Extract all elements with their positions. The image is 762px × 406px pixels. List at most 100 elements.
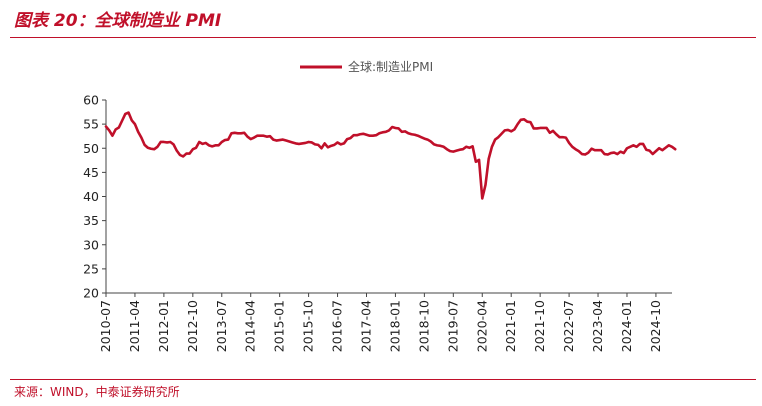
- data-point: [256, 134, 259, 137]
- data-point: [307, 141, 310, 143]
- data-point: [339, 143, 342, 146]
- data-point: [474, 160, 477, 163]
- data-point: [179, 154, 181, 156]
- data-point: [323, 142, 326, 145]
- data-point: [462, 148, 464, 151]
- data-point: [519, 118, 522, 121]
- data-point: [433, 143, 435, 146]
- data-point: [397, 127, 400, 130]
- data-point: [368, 134, 371, 137]
- data-point: [667, 144, 670, 147]
- data-point: [548, 131, 551, 134]
- data-point: [227, 138, 230, 141]
- data-point: [105, 125, 107, 128]
- data-point: [445, 148, 448, 151]
- data-point: [651, 153, 654, 155]
- data-point: [108, 129, 111, 132]
- data-point: [400, 130, 403, 133]
- data-point: [510, 130, 513, 133]
- data-point: [449, 150, 451, 153]
- data-point: [143, 143, 146, 146]
- data-point: [240, 132, 242, 135]
- data-point: [134, 123, 136, 126]
- data-point: [526, 120, 529, 123]
- data-point: [584, 153, 587, 156]
- data-point: [253, 136, 255, 139]
- data-point: [137, 130, 140, 133]
- data-point: [343, 142, 345, 145]
- data-point: [327, 146, 329, 149]
- data-point: [645, 148, 648, 151]
- data-point: [513, 128, 516, 131]
- data-point: [638, 143, 641, 145]
- data-point: [153, 148, 156, 151]
- y-tick-label: 45: [83, 165, 99, 180]
- data-point: [616, 153, 619, 155]
- data-point: [587, 151, 590, 154]
- data-point: [285, 139, 287, 142]
- data-point: [619, 150, 622, 153]
- data-point: [452, 150, 455, 153]
- data-point: [610, 152, 612, 154]
- data-point: [491, 145, 493, 148]
- data-point: [564, 136, 567, 139]
- data-point: [111, 134, 114, 137]
- data-point: [301, 142, 304, 145]
- data-point: [626, 147, 628, 150]
- data-point: [182, 155, 185, 158]
- data-point: [632, 144, 635, 147]
- data-point: [664, 146, 667, 149]
- data-point: [217, 144, 220, 147]
- data-point: [346, 138, 349, 140]
- legend-label-global-pmi: 全球:制造业PMI: [348, 59, 433, 74]
- y-axis-ticks: 20 25 30 35 40 45 50 55 60: [83, 93, 106, 301]
- data-point: [487, 157, 490, 160]
- data-point: [355, 134, 358, 137]
- data-point: [532, 127, 535, 130]
- data-point: [230, 132, 233, 135]
- data-point: [121, 119, 123, 122]
- data-point: [169, 141, 172, 143]
- data-point: [117, 126, 120, 129]
- data-point: [603, 153, 606, 155]
- data-point: [465, 145, 468, 148]
- x-tick-label: 2020-04: [474, 300, 489, 352]
- footer-divider: [10, 379, 756, 380]
- data-point: [442, 145, 445, 148]
- data-point: [394, 127, 397, 129]
- data-point: [162, 141, 165, 143]
- y-tick-label: 25: [83, 261, 99, 276]
- x-tick-label: 2018-10: [416, 300, 431, 352]
- data-point: [581, 153, 583, 155]
- x-tick-label: 2024-01: [619, 300, 634, 352]
- x-tick-label: 2019-07: [445, 300, 460, 352]
- data-point: [204, 142, 207, 144]
- data-point: [236, 132, 239, 135]
- y-tick-label: 30: [83, 237, 99, 252]
- data-point: [407, 132, 410, 135]
- data-point: [378, 132, 381, 135]
- x-tick-label: 2012-01: [156, 300, 171, 352]
- x-tick-label: 2016-07: [330, 300, 345, 352]
- data-point: [243, 131, 246, 134]
- source-note: 来源：WIND，中泰证券研究所: [14, 385, 180, 399]
- data-point: [259, 134, 262, 137]
- data-point: [655, 150, 657, 153]
- data-point: [269, 135, 271, 138]
- data-point: [291, 141, 294, 144]
- series-layer: [104, 111, 677, 200]
- data-point: [597, 149, 599, 152]
- data-point: [658, 147, 661, 150]
- data-point: [674, 148, 677, 151]
- data-point: [388, 129, 390, 132]
- data-point: [629, 145, 632, 148]
- data-point: [330, 144, 333, 147]
- data-point: [410, 133, 413, 136]
- x-tick-label: 2012-10: [185, 300, 200, 352]
- series-line-global-pmi: [104, 111, 677, 200]
- data-point: [590, 147, 593, 150]
- x-tick-label: 2011-04: [127, 300, 142, 352]
- chart-legend: 全球:制造业PMI: [300, 59, 433, 74]
- data-point: [246, 135, 249, 138]
- data-point: [146, 146, 149, 149]
